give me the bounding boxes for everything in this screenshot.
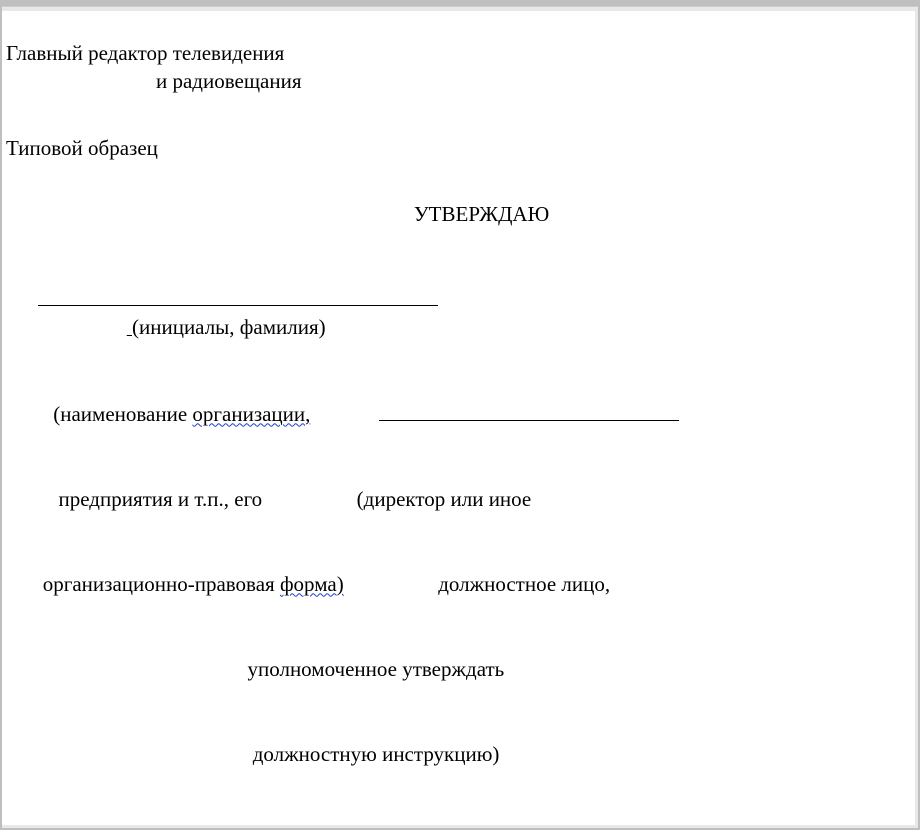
caption-row-3: организационно-правовая форма) должностн… xyxy=(6,542,897,627)
left-cap-l1b: организации, xyxy=(192,402,310,426)
approval-signature-row: (инициалы, фамилия) xyxy=(6,254,897,369)
left-cap-l1a: (наименование xyxy=(53,402,192,426)
document-page: Главный редактор телевидения и радиовеща… xyxy=(2,11,915,825)
right-cap-l2: должностное лицо, xyxy=(438,572,610,596)
caption-row-2: предприятия и т.п., его (директор или ин… xyxy=(6,457,897,542)
approval-title: УТВЕРЖДАЮ xyxy=(414,202,549,226)
header-line1: Главный редактор телевидения xyxy=(6,39,897,67)
header-line2: и радиовещания xyxy=(6,67,897,95)
right-blank-line xyxy=(379,398,679,421)
caption-row-5: должностную инструкцию) xyxy=(6,712,897,797)
right-cap-l4: должностную инструкцию) xyxy=(253,742,500,766)
initials-label: (инициалы, фамилия) xyxy=(132,315,326,339)
right-cap-l1: (директор или иное xyxy=(357,487,532,511)
sample-label: Типовой образец xyxy=(6,134,897,162)
left-cap-l2: предприятия и т.п., его xyxy=(59,487,263,511)
org-blank-line-top xyxy=(38,283,438,306)
left-cap-l3a: организационно-правовая xyxy=(43,572,280,596)
caption-row-1: (наименование организации, xyxy=(6,370,897,457)
caption-row-4: уполномоченное утверждать xyxy=(6,627,897,712)
page-container: Главный редактор телевидения и радиовеща… xyxy=(2,6,918,828)
left-cap-l3b: форма) xyxy=(280,572,344,596)
approval-date-row: " " 20г. xyxy=(6,823,897,830)
right-cap-l3: уполномоченное утверждать xyxy=(248,657,505,681)
